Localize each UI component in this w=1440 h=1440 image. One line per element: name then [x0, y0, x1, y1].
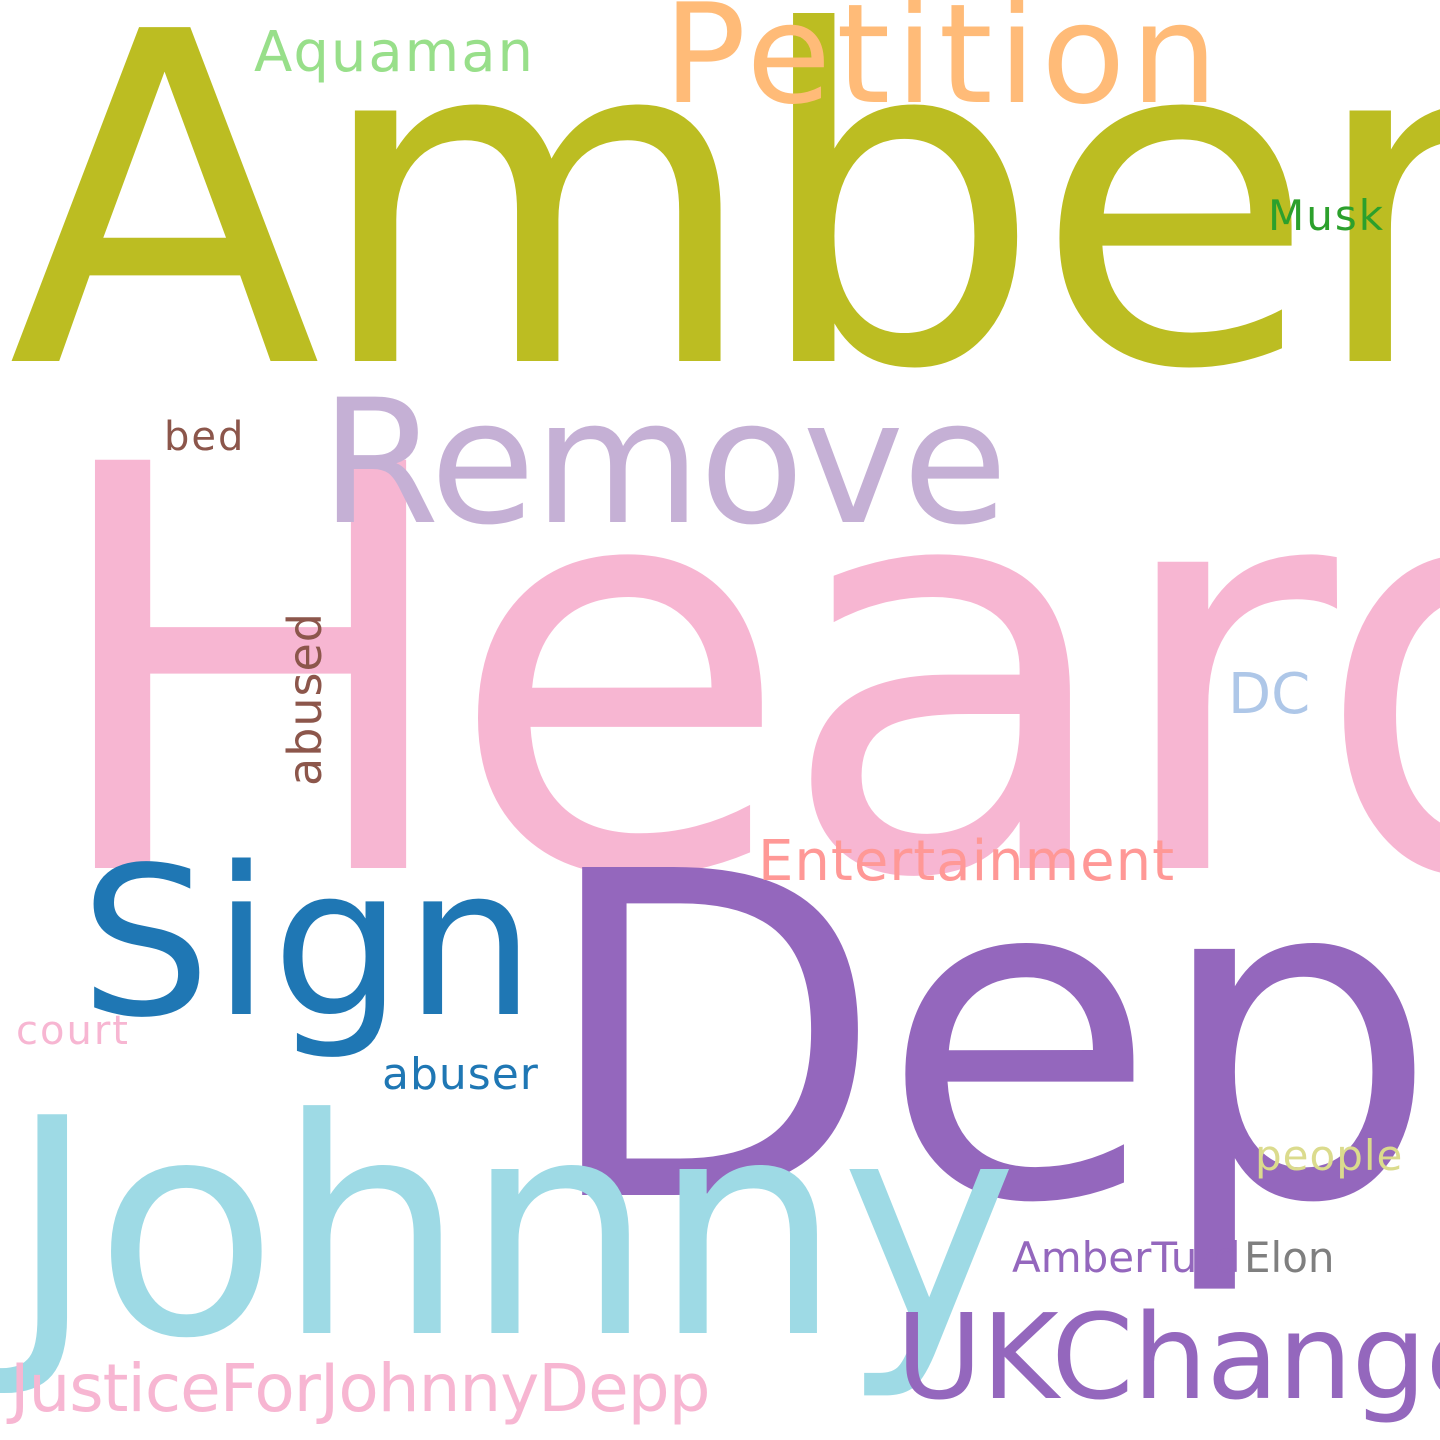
word-abuser: abuser — [382, 1049, 539, 1100]
word-people: people — [1255, 1131, 1404, 1180]
word-heard: Heard — [40, 349, 1440, 1001]
word-ukchange: UKChange — [896, 1288, 1440, 1426]
word-amberturd: AmberTurd — [1012, 1233, 1241, 1282]
word-court: court — [16, 1008, 130, 1054]
word-johnny: Johnny — [8, 1055, 1018, 1404]
word-bed: bed — [164, 414, 246, 460]
word-musk: Musk — [1268, 191, 1386, 240]
word-remove: Remove — [320, 362, 1008, 563]
word-entertainment: Entertainment — [758, 829, 1176, 894]
word-aquaman: Aquaman — [254, 20, 536, 85]
word-petition: Petition — [663, 0, 1223, 135]
word-dc: DC — [1228, 662, 1311, 727]
word-depp: Depp — [538, 778, 1440, 1302]
word-elon: Elon — [1244, 1233, 1335, 1282]
word-amber: Amber — [8, 0, 1440, 470]
word-sign: Sign — [80, 823, 538, 1063]
word-justiceforjohnnydepp: JusticeForJohnnyDepp — [10, 1350, 711, 1427]
word-abused: abused — [278, 611, 332, 786]
